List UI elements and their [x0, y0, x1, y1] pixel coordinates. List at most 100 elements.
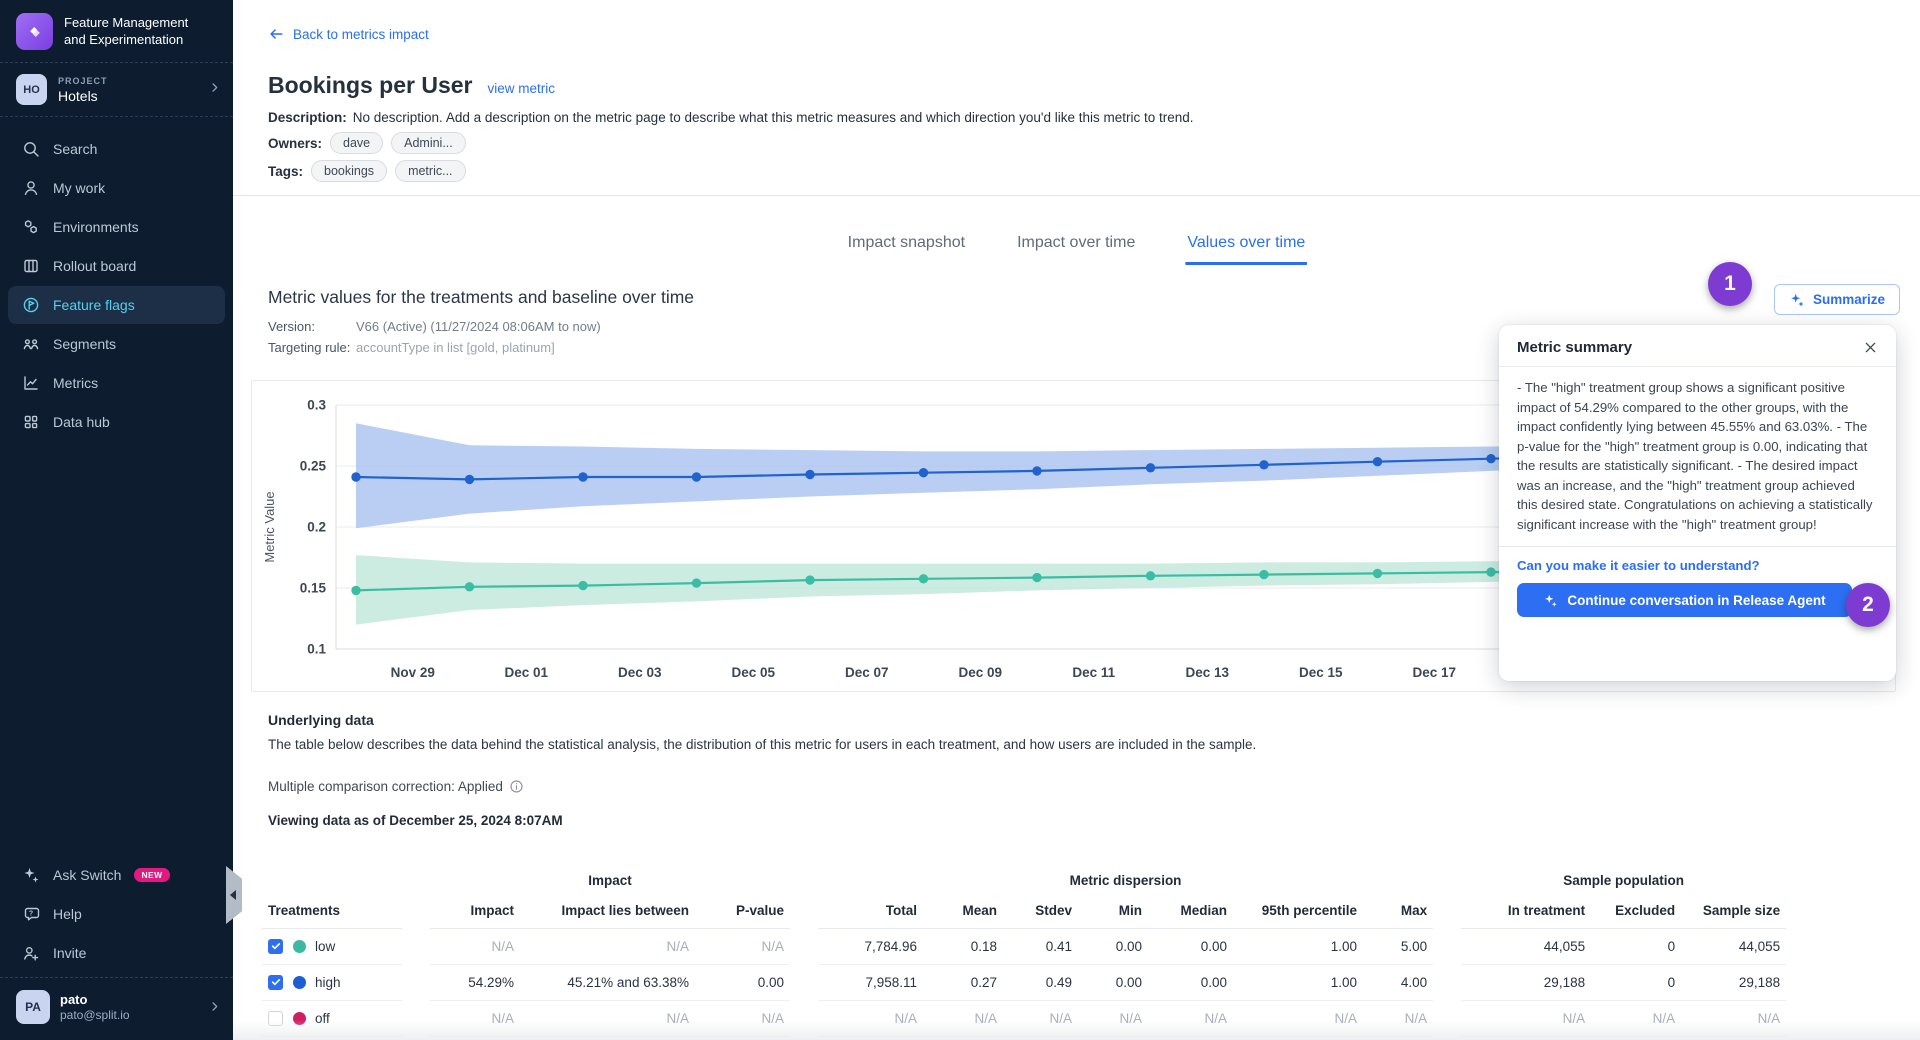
sidebar-item-segments[interactable]: Segments: [8, 325, 225, 363]
sidebar-item-rollout-board[interactable]: Rollout board: [8, 247, 225, 285]
cell-off-4: N/A: [818, 1000, 924, 1037]
sidebar-item-label: Segments: [53, 336, 117, 352]
tab-impact-snapshot[interactable]: Impact snapshot: [847, 234, 966, 251]
arrow-left-icon: [270, 29, 283, 39]
low-data-point[interactable]: [918, 574, 929, 584]
low-data-point[interactable]: [1486, 567, 1496, 577]
column-header-total: Total: [818, 894, 924, 929]
project-label: PROJECT: [58, 75, 108, 86]
high-data-point[interactable]: [578, 472, 588, 482]
cell-low-8: 0.00: [1148, 928, 1234, 965]
sidebar: Feature Management and Experimentation H…: [0, 0, 233, 1040]
y-tick-label: 0.15: [300, 581, 327, 596]
high-data-point[interactable]: [691, 472, 702, 482]
sidebar-nav: Search My work Environments Rollout board Fe…: [0, 117, 233, 442]
sidebar-item-label: Rollout board: [53, 258, 137, 274]
info-icon[interactable]: [509, 779, 524, 794]
high-data-point[interactable]: [464, 474, 475, 485]
cell-low-12: 0: [1591, 928, 1682, 965]
sidebar-item-invite[interactable]: Invite: [8, 934, 225, 972]
high-data-point[interactable]: [1032, 466, 1042, 476]
low-data-point[interactable]: [464, 582, 475, 592]
sidebar-item-ask-switch[interactable]: Ask Switch NEW: [8, 856, 225, 894]
tab-bar: Impact snapshot Impact over time Values ov…: [846, 228, 1308, 265]
header-divider: [233, 195, 1920, 196]
sidebar-item-help[interactable]: ? Help: [8, 895, 225, 933]
low-data-point[interactable]: [1259, 569, 1269, 580]
user-menu[interactable]: PA pato pato@split.io: [0, 978, 233, 1040]
cell-high-12: 0: [1591, 964, 1682, 1001]
low-data-point[interactable]: [351, 585, 361, 596]
targeting-rule-row: Targeting rule: accountType in list [gold…: [268, 340, 555, 355]
low-data-point[interactable]: [691, 578, 702, 588]
low-confidence-band: [356, 555, 1605, 625]
sidebar-item-metrics[interactable]: Metrics: [8, 364, 225, 402]
low-data-point[interactable]: [805, 575, 815, 585]
tab-impact-over-time[interactable]: Impact over time: [1017, 234, 1136, 251]
treatment-color-dot: [293, 975, 306, 989]
sidebar-divider: [0, 977, 233, 978]
column-header-max: Max: [1363, 894, 1434, 929]
table-row-off: off N/A N/A N/A N/A N/A N/A N/A N/A N/A N/A N/A N/A N…: [262, 1000, 1787, 1037]
chevron-right-icon: [208, 81, 221, 99]
high-data-point[interactable]: [918, 468, 929, 478]
step-badge-2: 2: [1846, 583, 1890, 627]
column-header-excluded: Excluded: [1591, 894, 1682, 929]
sidebar-divider: [0, 62, 233, 63]
chevron-right-icon: [208, 1000, 221, 1018]
high-data-point[interactable]: [1486, 454, 1496, 464]
flag-circle-icon: [23, 297, 39, 313]
low-data-point[interactable]: [1145, 571, 1156, 581]
tag-chip[interactable]: bookings: [311, 160, 388, 182]
column-header-95th-percentile: 95th percentile: [1233, 894, 1364, 929]
treatment-checkbox-high[interactable]: [268, 974, 283, 990]
cell-high-10: 4.00: [1363, 964, 1434, 1001]
low-data-point[interactable]: [1372, 568, 1383, 579]
cell-off-3: N/A: [695, 1000, 791, 1037]
step-badge-1: 1: [1708, 262, 1752, 306]
close-icon[interactable]: [1863, 340, 1878, 355]
column-group-metric-dispersion: Metric dispersion: [1069, 872, 1182, 888]
tag-chip[interactable]: metric...: [395, 160, 466, 182]
summarize-button[interactable]: Summarize: [1773, 284, 1900, 315]
low-line: [354, 569, 1606, 592]
low-data-point[interactable]: [1032, 572, 1042, 583]
sidebar-collapse-handle[interactable]: [226, 866, 242, 924]
project-name: Hotels: [58, 87, 98, 104]
high-data-point[interactable]: [1259, 460, 1269, 470]
sidebar-item-data-hub[interactable]: Data hub: [8, 403, 225, 441]
view-metric-link[interactable]: view metric: [487, 81, 556, 96]
column-header-impact-lies-between: Impact lies between: [520, 894, 695, 929]
correction-row: Multiple comparison correction: Applied: [268, 779, 524, 794]
continue-conversation-button[interactable]: Continue conversation in Release Agent: [1517, 583, 1852, 618]
sidebar-item-environments[interactable]: Environments: [8, 208, 225, 246]
owner-chip[interactable]: dave: [330, 132, 384, 154]
project-switcher[interactable]: HO PROJECT Hotels: [0, 63, 233, 116]
cell-high-8: 0.00: [1148, 964, 1234, 1001]
treatment-checkbox-low[interactable]: [268, 938, 283, 954]
y-tick-label: 0.1: [307, 642, 326, 657]
app-title: Feature Management and Experimentation: [64, 14, 189, 47]
treatment-checkbox-off[interactable]: [268, 1010, 283, 1026]
high-data-point[interactable]: [1372, 457, 1383, 467]
invite-icon: [24, 947, 39, 961]
x-tick-label: Dec 07: [845, 665, 889, 680]
high-data-point[interactable]: [805, 469, 815, 480]
back-link[interactable]: Back to metrics impact: [268, 26, 429, 42]
line-chart-icon: [24, 376, 38, 390]
tab-values-over-time[interactable]: Values over time: [1185, 228, 1308, 265]
x-tick-label: Dec 15: [1299, 665, 1343, 680]
x-tick-label: Dec 09: [958, 665, 1002, 680]
sidebar-item-label: Invite: [53, 945, 87, 961]
sidebar-item-search[interactable]: Search: [8, 130, 225, 168]
high-data-point[interactable]: [351, 472, 361, 482]
cell-high-3: 0.00: [695, 964, 791, 1001]
sidebar-item-feature-flags[interactable]: Feature flags: [8, 286, 225, 324]
cell-high-7: 0.00: [1078, 964, 1149, 1001]
cell-high-1: 54.29%: [430, 964, 520, 1001]
sidebar-item-my-work[interactable]: My work: [8, 169, 225, 207]
owner-chip[interactable]: Admini...: [391, 132, 466, 154]
low-data-point[interactable]: [578, 580, 588, 591]
high-data-point[interactable]: [1145, 463, 1156, 473]
make-easier-link[interactable]: Can you make it easier to understand?: [1517, 558, 1760, 574]
